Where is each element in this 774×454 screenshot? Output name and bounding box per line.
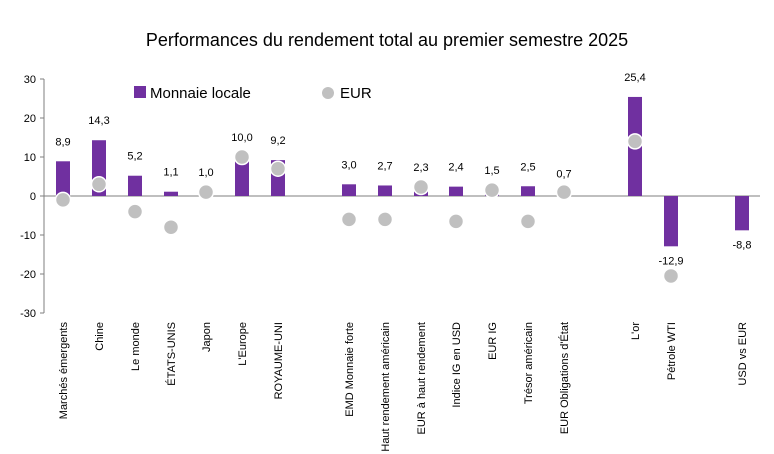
axis-layer: 30 20 10 0 -10 -20 -30 xyxy=(20,74,760,320)
data-label-petrole-wti: -12,9 xyxy=(658,255,683,267)
bar-usd-vs-eur xyxy=(735,196,749,231)
y-tick-label: -20 xyxy=(20,269,36,281)
x-tick-label-eur-obligations-d-etat: EUR Obligations d'État xyxy=(558,322,571,434)
legend: Monnaie locale EUR xyxy=(134,85,372,102)
x-tick-label-royaume-uni: ROYAUME-UNI xyxy=(273,322,285,399)
point-eur-le-monde xyxy=(126,203,144,220)
y-tick-label: 0 xyxy=(30,191,36,203)
bar-marches-emergents xyxy=(56,161,70,196)
bar-layer xyxy=(56,96,749,247)
y-tick-label: 10 xyxy=(24,152,36,164)
data-label-eur-obligations-d-etat: 0,7 xyxy=(556,168,571,180)
data-label-le-monde: 5,2 xyxy=(127,151,142,163)
data-label-royaume-uni: 9,2 xyxy=(270,135,285,147)
point-eur-eur-ig xyxy=(483,181,501,199)
data-label-etats-unis: 1,1 xyxy=(163,167,178,179)
legend-label-monnaie-locale: Monnaie locale xyxy=(150,85,251,102)
bar-le-monde xyxy=(128,175,142,196)
point-eur-l-europe xyxy=(233,148,251,166)
bar-emd-monnaie-forte xyxy=(342,184,356,196)
x-tick-label-japon: Japon xyxy=(201,322,213,352)
x-tick-label-petrole-wti: Pétrole WTI xyxy=(666,322,678,380)
data-label-l-or: 25,4 xyxy=(624,72,645,84)
point-eur-etats-unis xyxy=(162,218,180,236)
y-tick-label: -10 xyxy=(20,230,36,242)
point-eur-chine xyxy=(90,176,108,193)
x-tick-label-marches-emergents: Marchés émergents xyxy=(58,322,70,420)
chart-title: Performances du rendement total au premi… xyxy=(145,30,629,50)
point-eur-japon xyxy=(197,183,215,201)
bar-tresor-americain xyxy=(521,186,535,196)
x-tick-label-eur-a-haut-rendement: EUR à haut rendement xyxy=(416,322,428,435)
x-tick-label-emd-monnaie-forte: EMD Monnaie forte xyxy=(344,322,356,417)
data-label-tresor-americain: 2,5 xyxy=(520,161,535,173)
point-eur-haut-rendement-americain xyxy=(376,211,394,228)
legend-swatch-monnaie-locale xyxy=(134,86,146,98)
data-label-marches-emergents: 8,9 xyxy=(55,136,70,148)
data-label-haut-rendement-americain: 2,7 xyxy=(377,160,392,172)
category-label-layer: Marchés émergents Chine Le monde ÉTATS-UNIS… xyxy=(58,322,749,452)
x-tick-label-chine: Chine xyxy=(94,322,106,351)
point-eur-petrole-wti xyxy=(662,267,680,285)
x-tick-label-tresor-americain: Trésor américain xyxy=(523,322,535,404)
x-tick-label-l-or: L'or xyxy=(630,322,642,340)
legend-label-eur: EUR xyxy=(340,85,372,102)
bar-petrole-wti xyxy=(664,196,678,247)
x-tick-label-haut-rendement-americain: Haut rendement américain xyxy=(380,322,392,452)
point-eur-l-or xyxy=(626,133,644,150)
bar-haut-rendement-americain xyxy=(378,185,392,196)
x-tick-label-le-monde: Le monde xyxy=(130,322,142,371)
point-eur-indice-ig-en-usd xyxy=(447,213,465,230)
x-tick-label-l-europe: L'Europe xyxy=(237,322,249,366)
point-eur-royaume-uni xyxy=(269,160,287,177)
point-eur-eur-obligations-d-etat xyxy=(555,183,573,201)
x-tick-label-indice-ig-en-usd: Indice IG en USD xyxy=(451,322,463,408)
x-tick-label-etats-unis: ÉTATS-UNIS xyxy=(165,322,178,386)
data-label-chine: 14,3 xyxy=(88,115,109,127)
data-label-layer: 8,9 14,3 5,2 1,1 1,0 10,0 9,2 3,0 2,7 2,3 2,4 1,5 2,… xyxy=(55,72,751,267)
data-label-l-europe: 10,0 xyxy=(231,132,252,144)
data-label-japon: 1,0 xyxy=(198,167,213,179)
point-eur-marches-emergents xyxy=(54,191,72,209)
data-label-indice-ig-en-usd: 2,4 xyxy=(448,162,463,174)
data-label-emd-monnaie-forte: 3,0 xyxy=(341,159,356,171)
y-tick-label: -30 xyxy=(20,308,36,320)
dot-layer xyxy=(54,133,680,285)
point-eur-eur-a-haut-rendement xyxy=(412,178,430,196)
point-eur-tresor-americain xyxy=(519,213,537,230)
data-label-eur-a-haut-rendement: 2,3 xyxy=(413,162,428,174)
bar-indice-ig-en-usd xyxy=(449,186,463,196)
bar-etats-unis xyxy=(164,191,178,196)
data-label-usd-vs-eur: -8,8 xyxy=(733,239,752,251)
bar-l-europe xyxy=(235,157,249,196)
y-tick-label: 20 xyxy=(24,113,36,125)
x-tick-label-usd-vs-eur: USD vs EUR xyxy=(737,322,749,386)
y-tick-label: 30 xyxy=(24,74,36,86)
point-eur-emd-monnaie-forte xyxy=(340,211,358,228)
data-label-eur-ig: 1,5 xyxy=(484,165,499,177)
x-tick-label-eur-ig: EUR IG xyxy=(487,322,499,360)
legend-swatch-eur xyxy=(322,87,334,99)
